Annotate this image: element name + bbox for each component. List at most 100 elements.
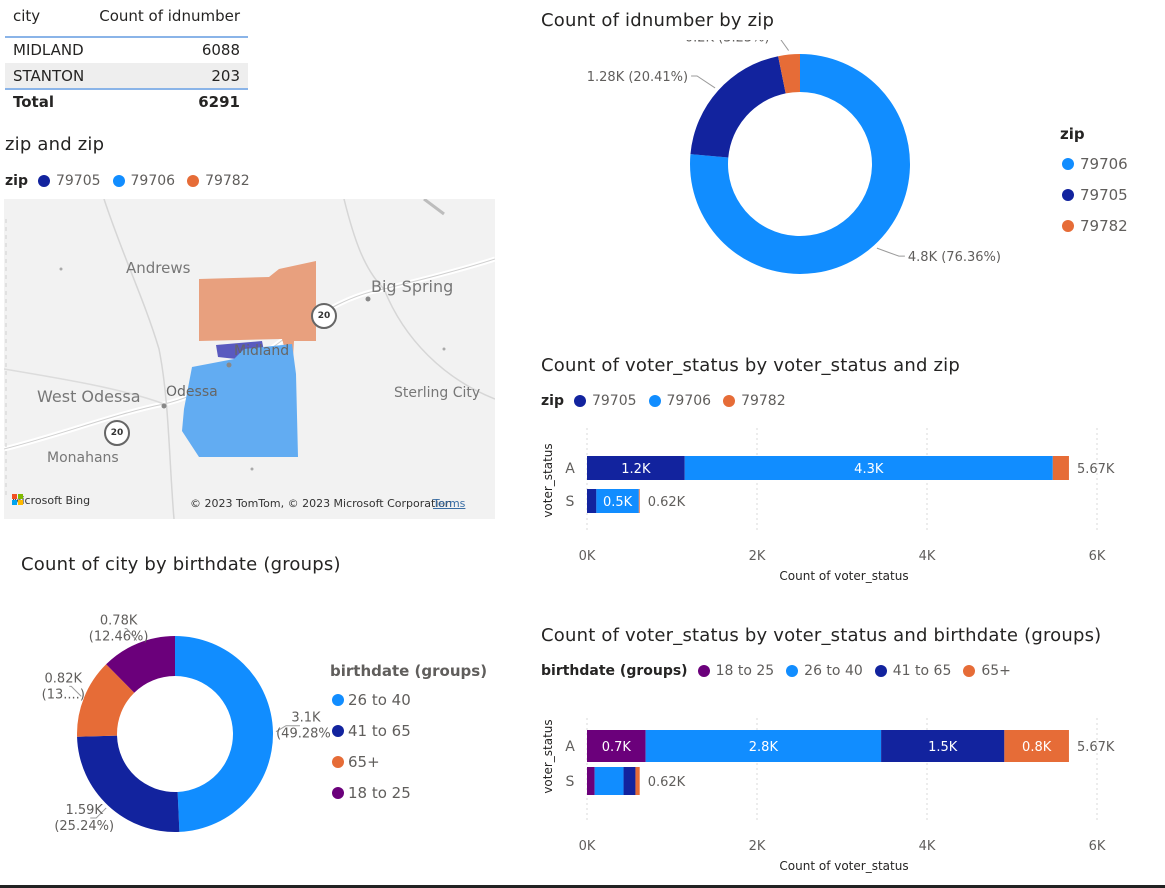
donut-slice-79705[interactable] — [690, 56, 786, 158]
table-row[interactable]: MIDLAND 6088 — [5, 37, 248, 63]
legend-dot — [648, 395, 661, 407]
data-label: 0.78K — [100, 614, 138, 629]
legend-dot — [332, 756, 344, 768]
leader-line — [124, 628, 138, 641]
donut-slice-79706[interactable] — [690, 54, 910, 274]
total-label: 5.67K — [1077, 462, 1115, 477]
legend-label[interactable]: 41 to 65 — [892, 663, 952, 679]
table-cell-city: MIDLAND — [13, 41, 84, 59]
legend-dot-79782 — [187, 175, 200, 187]
zip-donut-chart[interactable]: 4.8K (76.36%) 1.28K (20.41%) 0.2K (3.23%) — [520, 40, 1040, 300]
map-place-midland: Midland — [234, 343, 290, 359]
map-place-west-odessa: West Odessa — [37, 387, 141, 406]
y-axis-label: voter_status — [541, 719, 555, 793]
map-legend: zip 79705 79706 79782 — [5, 173, 250, 189]
donut-slice-65plus[interactable] — [77, 664, 135, 737]
table-total-divider — [5, 88, 248, 90]
bar-segment-79705[interactable] — [587, 489, 597, 513]
voter-zip-bar-chart[interactable]: 0K 2K 4K 6K Count of voter_status voter_statu… — [530, 420, 1160, 590]
legend-item-65-plus[interactable]: 65+ — [330, 753, 487, 771]
total-label: 5.67K — [1077, 740, 1115, 755]
legend-label[interactable]: 79782 — [741, 393, 786, 409]
legend-dot — [573, 395, 586, 407]
bar-segment-79706[interactable] — [596, 489, 639, 513]
legend-label: 79706 — [1080, 155, 1128, 173]
birth-donut-legend: birthdate (groups) 26 to 40 41 to 65 65+… — [330, 662, 487, 802]
donut-slice-26-to-40[interactable] — [175, 636, 273, 832]
bar-segment-79782[interactable] — [1052, 456, 1069, 480]
legend-item-79706[interactable]: 79706 — [1060, 155, 1128, 173]
legend-label: 41 to 65 — [348, 722, 411, 740]
bar-segment-26-to-40[interactable] — [594, 767, 624, 795]
highway-20-shield: 20 — [311, 303, 337, 329]
y-tick-label: A — [565, 461, 575, 477]
legend-item-79705[interactable]: 79705 — [1060, 186, 1128, 204]
zip-region-79705 — [216, 341, 264, 359]
legend-label[interactable]: 79705 — [591, 393, 637, 409]
donut-slice-18-to-25[interactable] — [106, 636, 175, 693]
data-label: 1.5K — [928, 740, 958, 755]
legend-label[interactable]: 26 to 40 — [804, 663, 863, 679]
bing-label: Microsoft Bing — [12, 494, 91, 507]
legend-dot — [786, 665, 799, 677]
birth-donut-legend-title: birthdate (groups) — [330, 662, 488, 680]
bar-segment-79705[interactable] — [587, 456, 685, 480]
legend-item-26-to-40[interactable]: 26 to 40 — [330, 691, 487, 709]
total-label: 0.62K — [648, 775, 686, 790]
bar-segment-18-to-25[interactable] — [587, 767, 595, 795]
table-row[interactable]: STANTON 203 — [5, 63, 248, 89]
voter-birth-legend: birthdate (groups) 18 to 25 26 to 40 41 … — [541, 663, 1011, 679]
map-copyright: © 2023 TomTom, © 2023 Microsoft Corporat… — [190, 497, 453, 510]
voter-birth-bar-chart[interactable]: 0K 2K 4K 6K Count of voter_status voter_statu… — [530, 710, 1160, 880]
birth-donut-chart[interactable]: 3.1K(49.28%) 1.59K(25.24%) 0.82K(13....) 0.… — [10, 600, 330, 870]
y-axis-label: voter_status — [541, 443, 555, 517]
legend-dot — [1062, 158, 1074, 170]
legend-item-41-to-65[interactable]: 41 to 65 — [330, 722, 487, 740]
data-label: (25.24%) — [54, 819, 114, 834]
legend-label: 79705 — [1080, 186, 1128, 204]
data-label: (49.28%) — [276, 727, 330, 742]
legend-label-79706[interactable]: 79706 — [130, 173, 176, 189]
legend-item-18-to-25[interactable]: 18 to 25 — [330, 784, 487, 802]
table-header-city[interactable]: city — [13, 7, 41, 25]
data-label: 0.8K — [1022, 740, 1052, 755]
bar-segment-79782[interactable] — [638, 489, 640, 513]
table-header-count[interactable]: Count of idnumber — [99, 7, 240, 25]
table-total-row: Total 6291 — [5, 89, 248, 115]
data-label: 3.1K — [291, 711, 321, 726]
legend-label-79705[interactable]: 79705 — [55, 173, 101, 189]
data-label: 1.2K — [621, 462, 651, 477]
voter-zip-legend: zip 79705 79706 79782 — [541, 393, 786, 409]
data-label: (12.46%) — [89, 630, 149, 645]
bar-segment-41-to-65[interactable] — [881, 730, 1005, 762]
map-place-sterling-city: Sterling City — [394, 385, 481, 401]
bar-segment-41-to-65[interactable] — [623, 767, 636, 795]
bar-segment-65plus[interactable] — [1004, 730, 1069, 762]
legend-dot — [332, 725, 344, 737]
leader-line — [275, 725, 300, 733]
legend-label[interactable]: 18 to 25 — [715, 663, 775, 679]
x-tick-label: 2K — [749, 549, 766, 564]
zip-donut-legend-title: zip — [1060, 125, 1085, 143]
map-terms-link[interactable]: Terms — [433, 497, 466, 510]
zip-map[interactable]: Andrews Big Spring Midland West Odessa O… — [4, 199, 495, 519]
data-label: 1.28K (20.41%) — [587, 70, 688, 85]
legend-label[interactable]: 79706 — [666, 393, 712, 409]
legend-dot-79706 — [112, 175, 125, 187]
bar-segment-18-to-25[interactable] — [587, 730, 646, 762]
donut-slice-41-to-65[interactable] — [77, 735, 180, 832]
bar-segment-65plus[interactable] — [635, 767, 640, 795]
voter-zip-title: Count of voter_status by voter_status an… — [541, 355, 960, 376]
map-canvas — [4, 199, 495, 519]
bar-segment-79706[interactable] — [684, 456, 1053, 480]
y-tick-label: S — [566, 774, 575, 790]
legend-label-79782[interactable]: 79782 — [205, 173, 250, 189]
table-cell-count: 6088 — [201, 41, 240, 59]
legend-label[interactable]: 65+ — [981, 663, 1011, 679]
legend-item-79782[interactable]: 79782 — [1060, 217, 1128, 235]
bar-segment-26-to-40[interactable] — [645, 730, 882, 762]
x-tick-label: 6K — [1089, 839, 1106, 854]
data-label: 4.3K — [854, 462, 884, 477]
donut-slice-79782[interactable] — [778, 54, 800, 94]
data-label: 2.8K — [749, 740, 779, 755]
